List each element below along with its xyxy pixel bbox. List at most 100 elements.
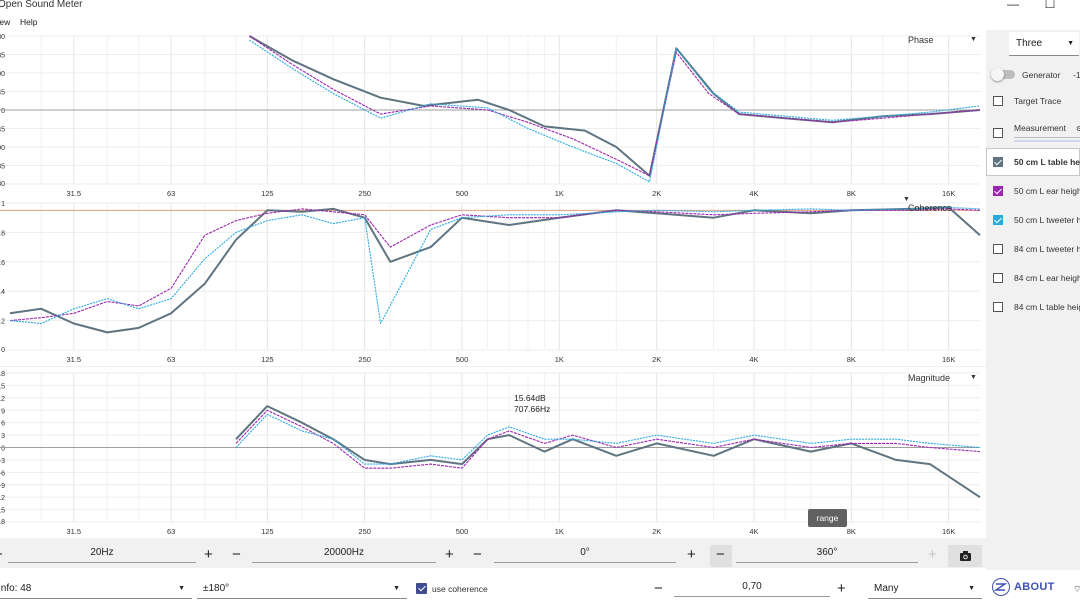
menu-view[interactable]: View: [0, 17, 11, 27]
series-line: [9, 206, 981, 334]
coherence-decrease-button[interactable]: −: [654, 580, 663, 597]
coherence-threshold-field[interactable]: 0,70: [674, 577, 830, 597]
phase-range-select[interactable]: ±180° ▼: [197, 577, 407, 599]
target-trace-label: Target Trace: [1014, 96, 1062, 106]
x-tick-label: 63: [167, 527, 175, 536]
about-label: ABOUT: [1014, 581, 1055, 593]
generator-value: -1: [1073, 70, 1080, 80]
smoothing-select[interactable]: Many ▼: [868, 577, 982, 599]
measurement-level-bar: [1014, 140, 1080, 142]
phase-max-increase-button: +: [928, 546, 937, 563]
phase-chart[interactable]: 180 135 90 45 0 -45 -90 -135 -180 31.5 63 125 250 500…: [0, 32, 986, 196]
trace-checkbox[interactable]: [993, 273, 1003, 283]
phase-min-decrease-button[interactable]: −: [473, 546, 482, 563]
magnitude-panel-select[interactable]: Magnitude ▼: [908, 373, 977, 383]
trace-checkbox[interactable]: [993, 215, 1003, 225]
y-tick-label: 0.2: [0, 319, 5, 326]
x-tick-label: 8K: [847, 527, 856, 536]
y-tick-label: -135: [0, 164, 5, 171]
coherence-panel-label: Coherence: [908, 203, 953, 213]
y-tick-label: 45: [0, 90, 5, 97]
freq-min-field[interactable]: 20Hz: [8, 543, 196, 563]
phase-max-decrease-box[interactable]: [710, 545, 732, 567]
x-tick-label: 31.5: [66, 355, 81, 364]
trace-label[interactable]: 50 cm L tweeter height: [1014, 215, 1080, 225]
x-tick-label: 1K: [555, 189, 564, 196]
y-tick-label: -90: [0, 145, 5, 152]
cursor-level: 15.64dB: [514, 393, 546, 403]
trace-label[interactable]: 84 cm L ear height: [1014, 273, 1080, 283]
range-controls: [0, 538, 1080, 568]
measurement-checkbox[interactable]: [993, 128, 1003, 138]
phase-range-value: ±180°: [203, 583, 230, 594]
y-tick-label: -15: [0, 508, 5, 515]
title-bar: Open Sound Meter — ☐: [0, 0, 1080, 14]
target-trace-checkbox[interactable]: [993, 96, 1003, 106]
x-tick-label: 31.5: [66, 189, 81, 196]
chevron-down-icon: ▼: [903, 196, 910, 203]
x-tick-label: 2K: [652, 189, 661, 196]
freq-max-increase-button[interactable]: +: [445, 546, 454, 563]
freq-max-decrease-button[interactable]: −: [232, 546, 241, 563]
phase-max-field[interactable]: 360°: [736, 543, 918, 563]
trace-label[interactable]: 84 cm L tweeter height: [1014, 244, 1080, 254]
screenshot-button[interactable]: [948, 545, 982, 567]
y-tick-label: 135: [0, 53, 5, 60]
phase-panel-select[interactable]: Phase ▼: [908, 35, 977, 45]
settings-icon[interactable]: ⚙: [1076, 126, 1080, 133]
phase-panel[interactable]: 180 135 90 45 0 -45 -90 -135 -180 31.5 63 125 250 500…: [0, 32, 986, 196]
x-tick-label: 1K: [555, 527, 564, 536]
y-tick-label: 18: [0, 371, 5, 378]
chevron-down-icon: ▼: [970, 36, 977, 43]
coherence-increase-button[interactable]: +: [837, 580, 846, 597]
x-tick-label: 1K: [555, 355, 564, 364]
generator-label: Generator: [1022, 70, 1061, 80]
series-line: [235, 405, 981, 499]
chevron-down-icon: ▼: [1067, 40, 1074, 47]
minimize-button[interactable]: —: [1007, 0, 1019, 11]
wifi-icon: ⌔: [1073, 584, 1080, 594]
trace-checkbox[interactable]: [993, 244, 1003, 254]
x-tick-label: 16K: [942, 355, 955, 364]
y-tick-label: -6: [0, 470, 5, 477]
series-line: [235, 409, 981, 469]
trace-checkbox[interactable]: [993, 186, 1003, 196]
measurement-label: Measurement: [1014, 123, 1066, 133]
y-tick-label: 12: [0, 396, 5, 403]
x-tick-label: 500: [456, 355, 469, 364]
generator-toggle[interactable]: [991, 68, 1015, 81]
phase-min-field[interactable]: 0°: [494, 543, 676, 563]
series-line: [235, 413, 981, 465]
freq-max-field[interactable]: 20000Hz: [252, 543, 436, 563]
x-tick-label: 4K: [749, 189, 758, 196]
x-tick-label: 250: [358, 189, 371, 196]
coherence-chart[interactable]: 1 0.8 0.6 0.4 0.2 0 31.5 63 125 250 500 1K 2K 4K 8K 16K: [0, 197, 986, 367]
trace-checkbox[interactable]: [993, 302, 1003, 312]
view-mode-select[interactable]: Three ▼: [1009, 32, 1079, 56]
x-tick-label: 125: [261, 355, 274, 364]
trace-label[interactable]: 50 cm L table height: [1014, 157, 1080, 167]
series-line: [9, 208, 981, 322]
phase-min-increase-button[interactable]: +: [687, 546, 696, 563]
coherence-panel[interactable]: 1 0.8 0.6 0.4 0.2 0 31.5 63 125 250 500 1K 2K 4K 8K 16K…: [0, 196, 986, 367]
view-mode-value: Three: [1016, 38, 1043, 49]
window-title: Open Sound Meter: [0, 0, 83, 10]
cursor-readout: 15.64dB 707.66Hz: [514, 393, 550, 415]
x-tick-label: 8K: [847, 355, 856, 364]
trace-label[interactable]: 50 cm L ear height: [1014, 186, 1080, 196]
menu-help[interactable]: Help: [20, 17, 38, 27]
average-select[interactable]: Info: 48 ▼: [0, 577, 192, 599]
use-coherence-checkbox[interactable]: [416, 583, 427, 594]
y-tick-label: -3: [0, 458, 5, 465]
x-tick-label: 63: [167, 189, 175, 196]
phase-max-decrease-button[interactable]: −: [716, 546, 725, 563]
coherence-panel-select[interactable]: Coherence ▼: [903, 196, 953, 213]
freq-min-increase-button[interactable]: +: [204, 546, 213, 563]
trace-label[interactable]: 84 cm L table height: [1014, 302, 1080, 312]
maximize-button[interactable]: ☐: [1044, 0, 1056, 11]
toggle-knob[interactable]: [991, 68, 1004, 81]
y-tick-label: -12: [0, 495, 5, 502]
plot-area[interactable]: 18013590450-45-90-135-18031.563125250500…: [0, 32, 986, 538]
trace-checkbox[interactable]: [993, 157, 1003, 167]
freq-min-decrease-button[interactable]: −: [0, 547, 3, 562]
